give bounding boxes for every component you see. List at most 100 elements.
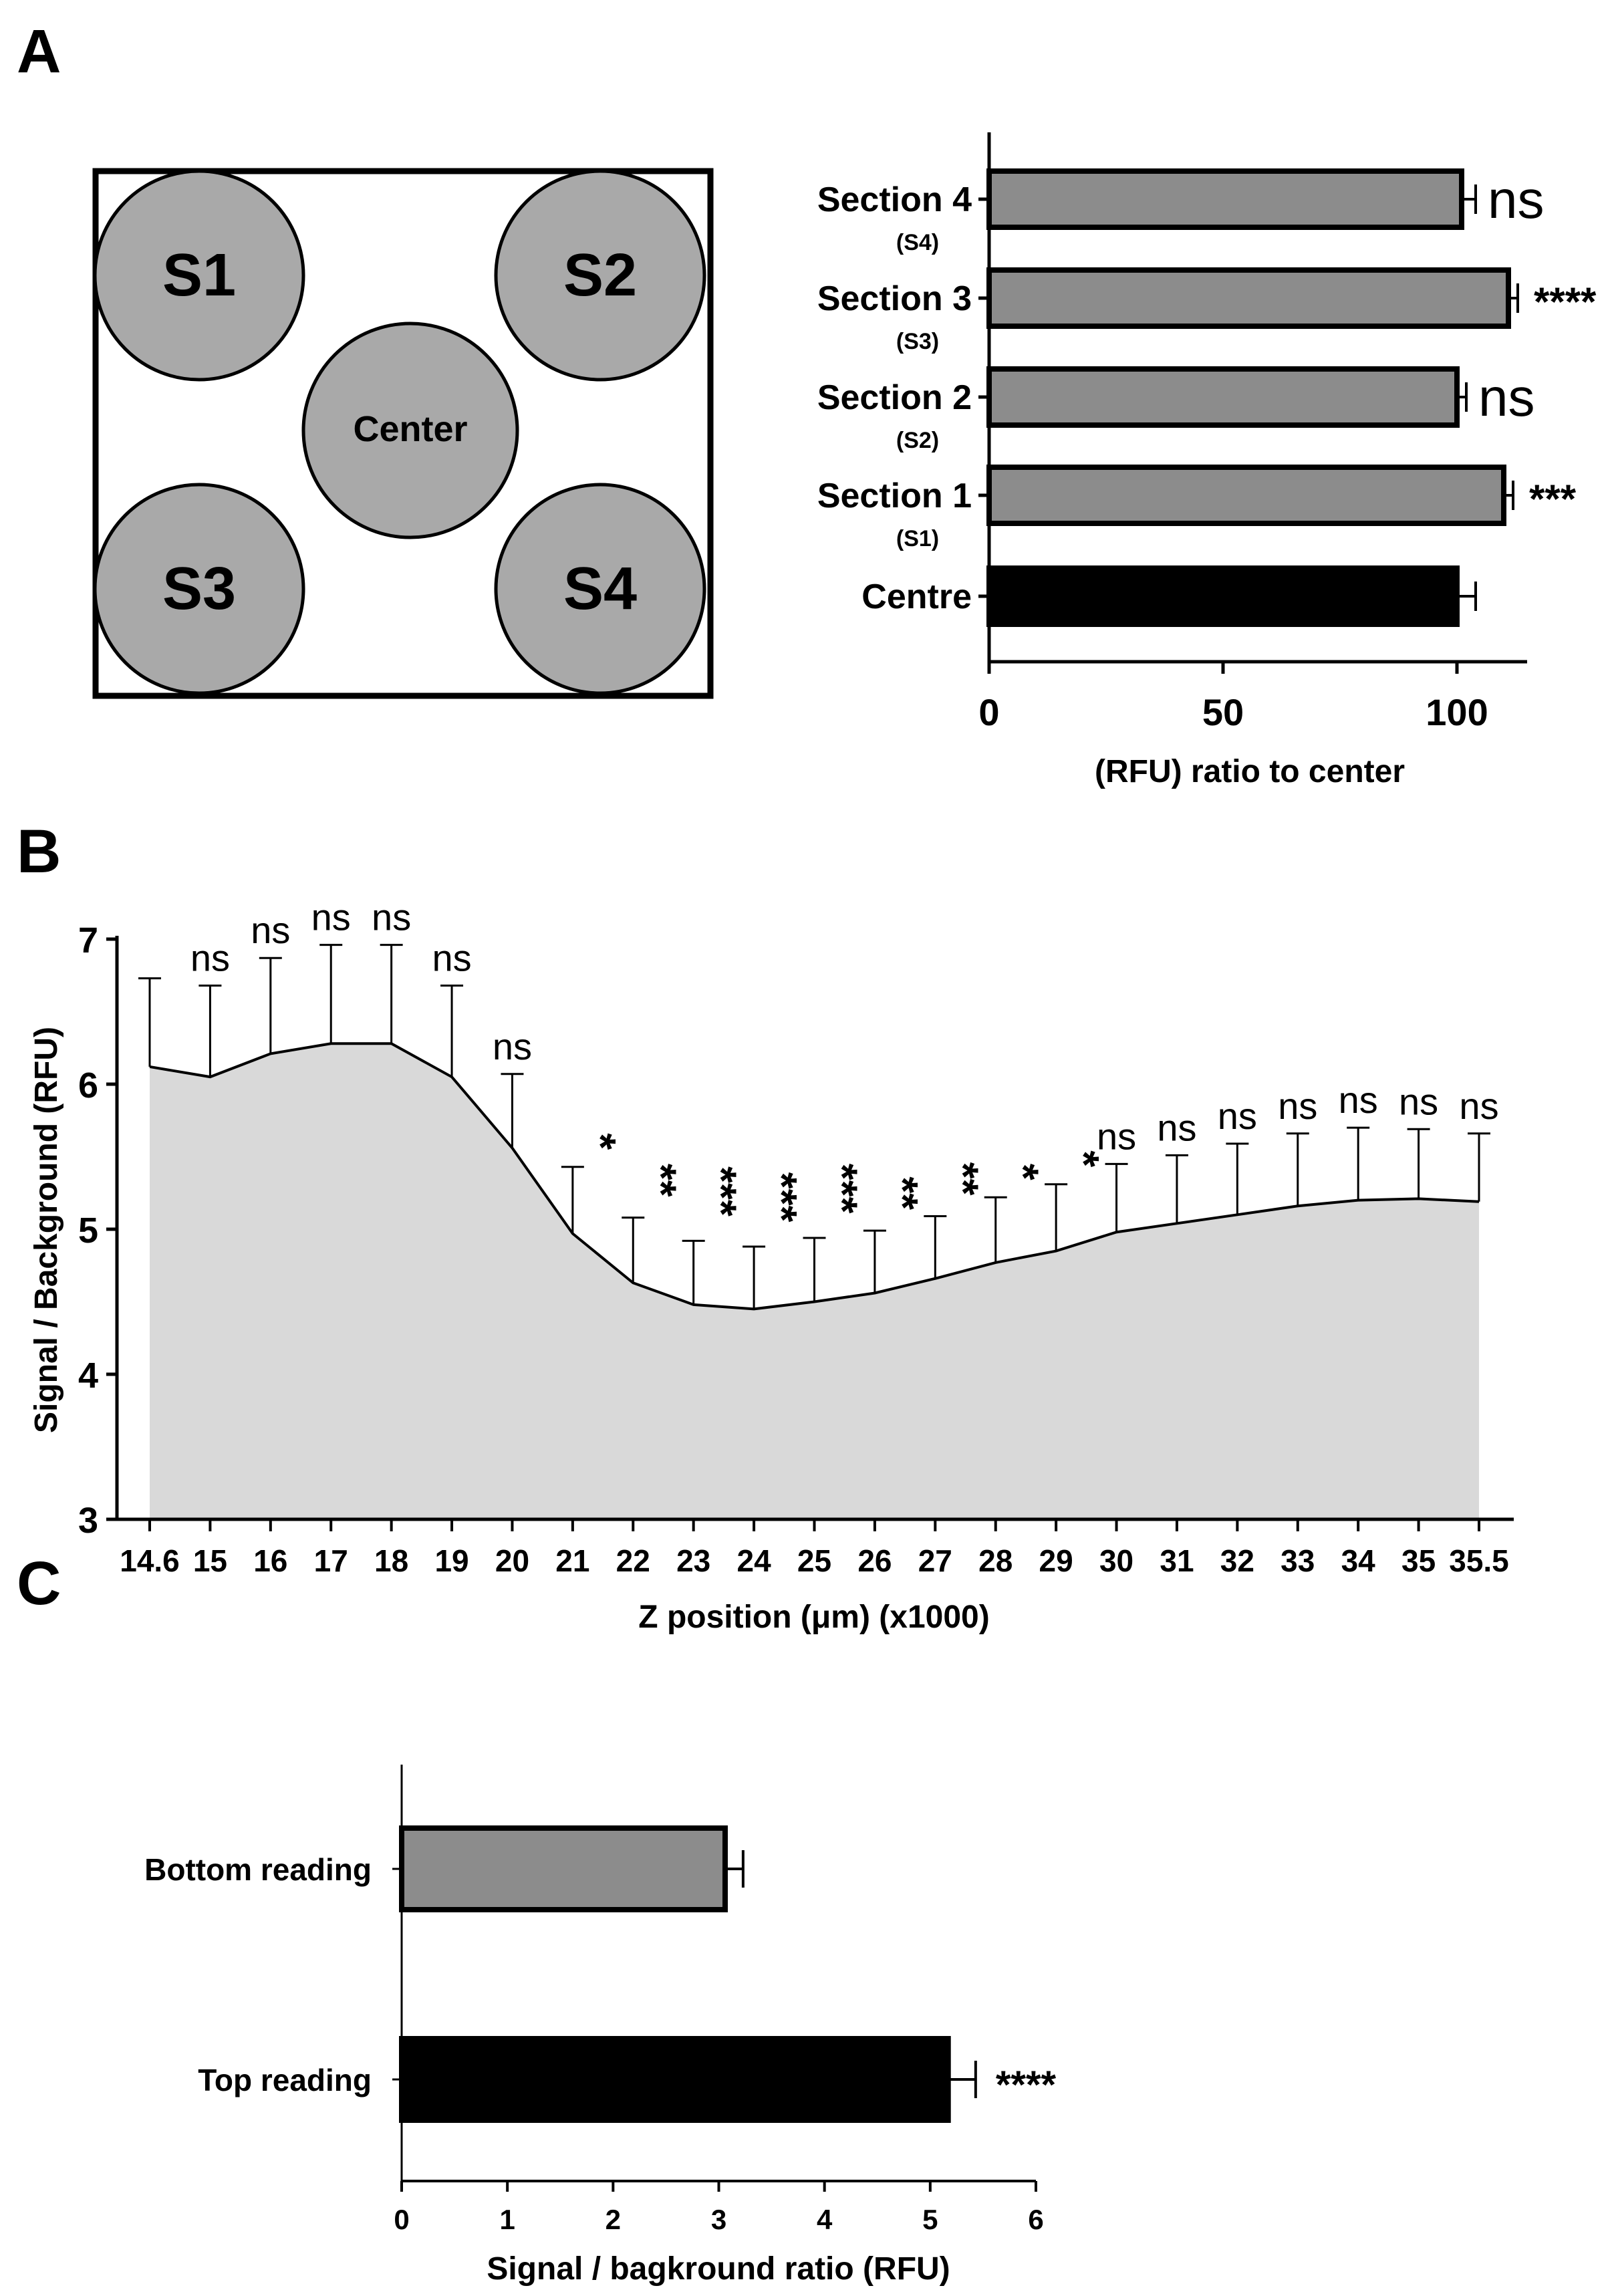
well-label-s2: S2 <box>563 242 637 309</box>
well-label-s3: S3 <box>162 555 236 622</box>
category-label: Centre <box>861 578 972 616</box>
x-tick-label: 6 <box>1028 2204 1043 2235</box>
x-tick-label: 33 <box>1281 1543 1315 1578</box>
significance-label: ns <box>190 936 230 979</box>
significance-label: ns <box>1218 1095 1257 1137</box>
significance-label: ns <box>1097 1115 1136 1157</box>
x-tick-label: 31 <box>1160 1543 1194 1578</box>
bar-2 <box>399 2036 951 2123</box>
x-tick-label: 22 <box>616 1543 650 1578</box>
x-axis-title: (RFU) ratio to center <box>1095 754 1405 789</box>
well-s1 <box>93 169 305 382</box>
x-tick-label: 29 <box>1039 1543 1073 1578</box>
category-sublabel: (S1) <box>896 526 939 551</box>
bar-1 <box>399 1825 728 1912</box>
significance-label: ns <box>372 896 411 938</box>
x-tick-label: 21 <box>555 1543 589 1578</box>
y-tick-label: 3 <box>78 1501 98 1541</box>
significance-label: ns <box>1478 368 1535 427</box>
plate-schematic: S1 S2 Center S3 S4 <box>92 168 714 699</box>
category-label: Section 1 <box>817 477 972 515</box>
x-tick-label: 15 <box>193 1543 227 1578</box>
area-fill <box>150 1043 1479 1519</box>
bar-1 <box>986 168 1464 230</box>
significance-label: ns <box>1278 1085 1317 1127</box>
significance-label: ns <box>493 1025 532 1067</box>
significance-label: *** <box>819 1164 867 1214</box>
significance-label: **** <box>996 2063 1057 2107</box>
well-label-s1: S1 <box>162 242 236 309</box>
x-tick-label: 23 <box>676 1543 710 1578</box>
y-tick-label: 4 <box>78 1356 98 1396</box>
significance-label: ns <box>1459 1085 1498 1127</box>
significance-label: ns <box>432 936 471 979</box>
chart-c: Bottom reading Top reading **** 0 1 2 3 4 5 6 Sign… <box>144 1765 1057 2287</box>
significance-label: ns <box>311 896 351 938</box>
x-tick-label: 20 <box>495 1543 529 1578</box>
significance-label: ** <box>879 1176 927 1210</box>
well-s3 <box>93 483 305 695</box>
well-label-center: Center <box>353 409 467 449</box>
x-tick-label: 34 <box>1341 1543 1376 1578</box>
x-tick-label: 17 <box>314 1543 348 1578</box>
y-tick-label: 5 <box>78 1210 98 1251</box>
panel-label-b: B <box>17 817 61 886</box>
bar-4 <box>986 465 1506 526</box>
well-s2 <box>494 169 706 382</box>
chart-a: Section 4 (S4) ns Section 3 (S3) **** Section … <box>817 132 1597 789</box>
y-tick-label: 7 <box>78 920 98 961</box>
x-tick-label: 19 <box>434 1543 468 1578</box>
significance-label: ns <box>251 909 290 951</box>
x-tick-label: 5 <box>922 2204 938 2235</box>
x-tick-label: 35.5 <box>1449 1543 1509 1578</box>
category-label: Top reading <box>198 2063 372 2097</box>
significance-label: * <box>1060 1150 1108 1167</box>
panel-label-c: C <box>17 1549 61 1618</box>
significance-label: *** <box>1529 477 1577 521</box>
x-tick-label: 16 <box>253 1543 287 1578</box>
significance-label: ** <box>637 1164 685 1197</box>
y-axis-title: Signal / Background (RFU) <box>29 1027 64 1433</box>
x-axis-title: Signal / bagkround ratio (RFU) <box>487 2251 950 2287</box>
well-center <box>301 322 519 539</box>
category-label: Section 4 <box>817 180 972 219</box>
significance-label: ns <box>1157 1106 1196 1148</box>
significance-label: ** <box>939 1162 987 1196</box>
panel-label-a: A <box>17 17 61 86</box>
category-sublabel: (S4) <box>896 230 939 255</box>
x-tick-label: 35 <box>1401 1543 1436 1578</box>
x-tick-label: 2 <box>606 2204 621 2235</box>
significance-label: * <box>577 1133 625 1150</box>
significance-label: ns <box>1399 1080 1438 1122</box>
category-label: Bottom reading <box>144 1852 372 1887</box>
x-tick-label: 26 <box>857 1543 892 1578</box>
x-tick-label: 25 <box>797 1543 831 1578</box>
x-tick-label: 0 <box>978 691 999 733</box>
y-tick-label: 6 <box>78 1065 98 1106</box>
x-tick-label: 32 <box>1220 1543 1254 1578</box>
x-tick-label: 14.6 <box>120 1543 180 1578</box>
significance-label: *** <box>758 1172 806 1223</box>
well-label-s4: S4 <box>563 555 637 622</box>
significance-label: * <box>1000 1164 1048 1180</box>
x-tick-label: 3 <box>711 2204 726 2235</box>
x-tick-label: 28 <box>978 1543 1013 1578</box>
x-tick-label: 50 <box>1202 691 1244 733</box>
bar-5 <box>986 565 1460 627</box>
significance-label: *** <box>698 1166 746 1217</box>
x-tick-label: 100 <box>1426 691 1488 733</box>
bar-2 <box>986 267 1511 329</box>
x-tick-label: 27 <box>918 1543 952 1578</box>
x-tick-label: 24 <box>737 1543 772 1578</box>
significance-label: ns <box>1488 170 1545 229</box>
category-sublabel: (S2) <box>896 428 939 453</box>
x-tick-label: 4 <box>817 2204 833 2235</box>
x-axis-title: Z position (μm) (x1000) <box>638 1600 989 1635</box>
x-tick-label: 0 <box>394 2204 409 2235</box>
x-tick-label: 18 <box>374 1543 408 1578</box>
bar-3 <box>986 366 1460 428</box>
category-label: Section 3 <box>817 279 972 318</box>
x-tick-label: 1 <box>499 2204 515 2235</box>
